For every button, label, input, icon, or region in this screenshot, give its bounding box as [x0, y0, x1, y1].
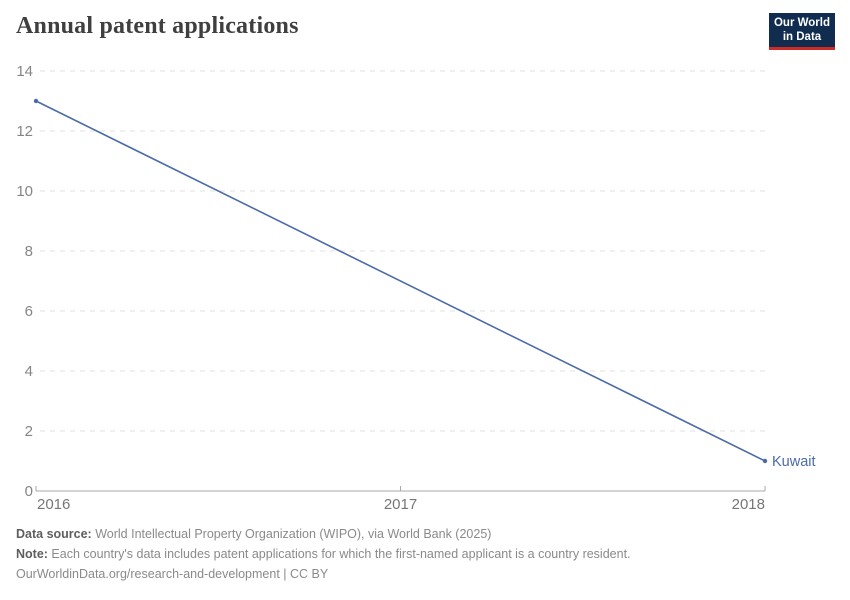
- data-source-line: Data source: World Intellectual Property…: [16, 524, 631, 544]
- y-axis-tick-label: 4: [25, 363, 33, 380]
- y-axis-tick-label: 10: [16, 183, 33, 200]
- series-point-marker: [762, 458, 768, 464]
- y-axis-tick-label: 6: [25, 303, 33, 320]
- series-end-label[interactable]: Kuwait: [772, 454, 816, 470]
- y-axis-tick-label: 2: [25, 423, 33, 440]
- y-axis-tick-label: 8: [25, 243, 33, 260]
- data-source-text: World Intellectual Property Organization…: [91, 527, 492, 541]
- owid-logo-line1: Our World: [773, 16, 830, 29]
- owid-logo-line2: in Data: [782, 31, 822, 43]
- x-axis-tick-label: 2018: [732, 496, 765, 513]
- x-axis-tick-label: 2017: [384, 496, 417, 513]
- y-axis-tick-label: 12: [16, 123, 33, 140]
- x-axis-tick-label: 2016: [37, 496, 70, 513]
- page-title: Annual patent applications: [16, 13, 299, 39]
- y-axis-tick-label: 14: [16, 63, 33, 80]
- data-source-label: Data source:: [16, 527, 92, 541]
- note-line: Note: Each country's data includes paten…: [16, 544, 631, 564]
- owid-logo[interactable]: Our World in Data: [769, 13, 835, 50]
- series-point-marker: [33, 98, 39, 104]
- chart-footer: Data source: World Intellectual Property…: [16, 524, 631, 584]
- series-line[interactable]: [35, 100, 766, 462]
- license-line[interactable]: OurWorldinData.org/research-and-developm…: [16, 567, 329, 581]
- note-text: Each country's data includes patent appl…: [47, 547, 631, 561]
- note-label: Note:: [16, 547, 48, 561]
- y-axis-tick-label: 0: [25, 483, 33, 500]
